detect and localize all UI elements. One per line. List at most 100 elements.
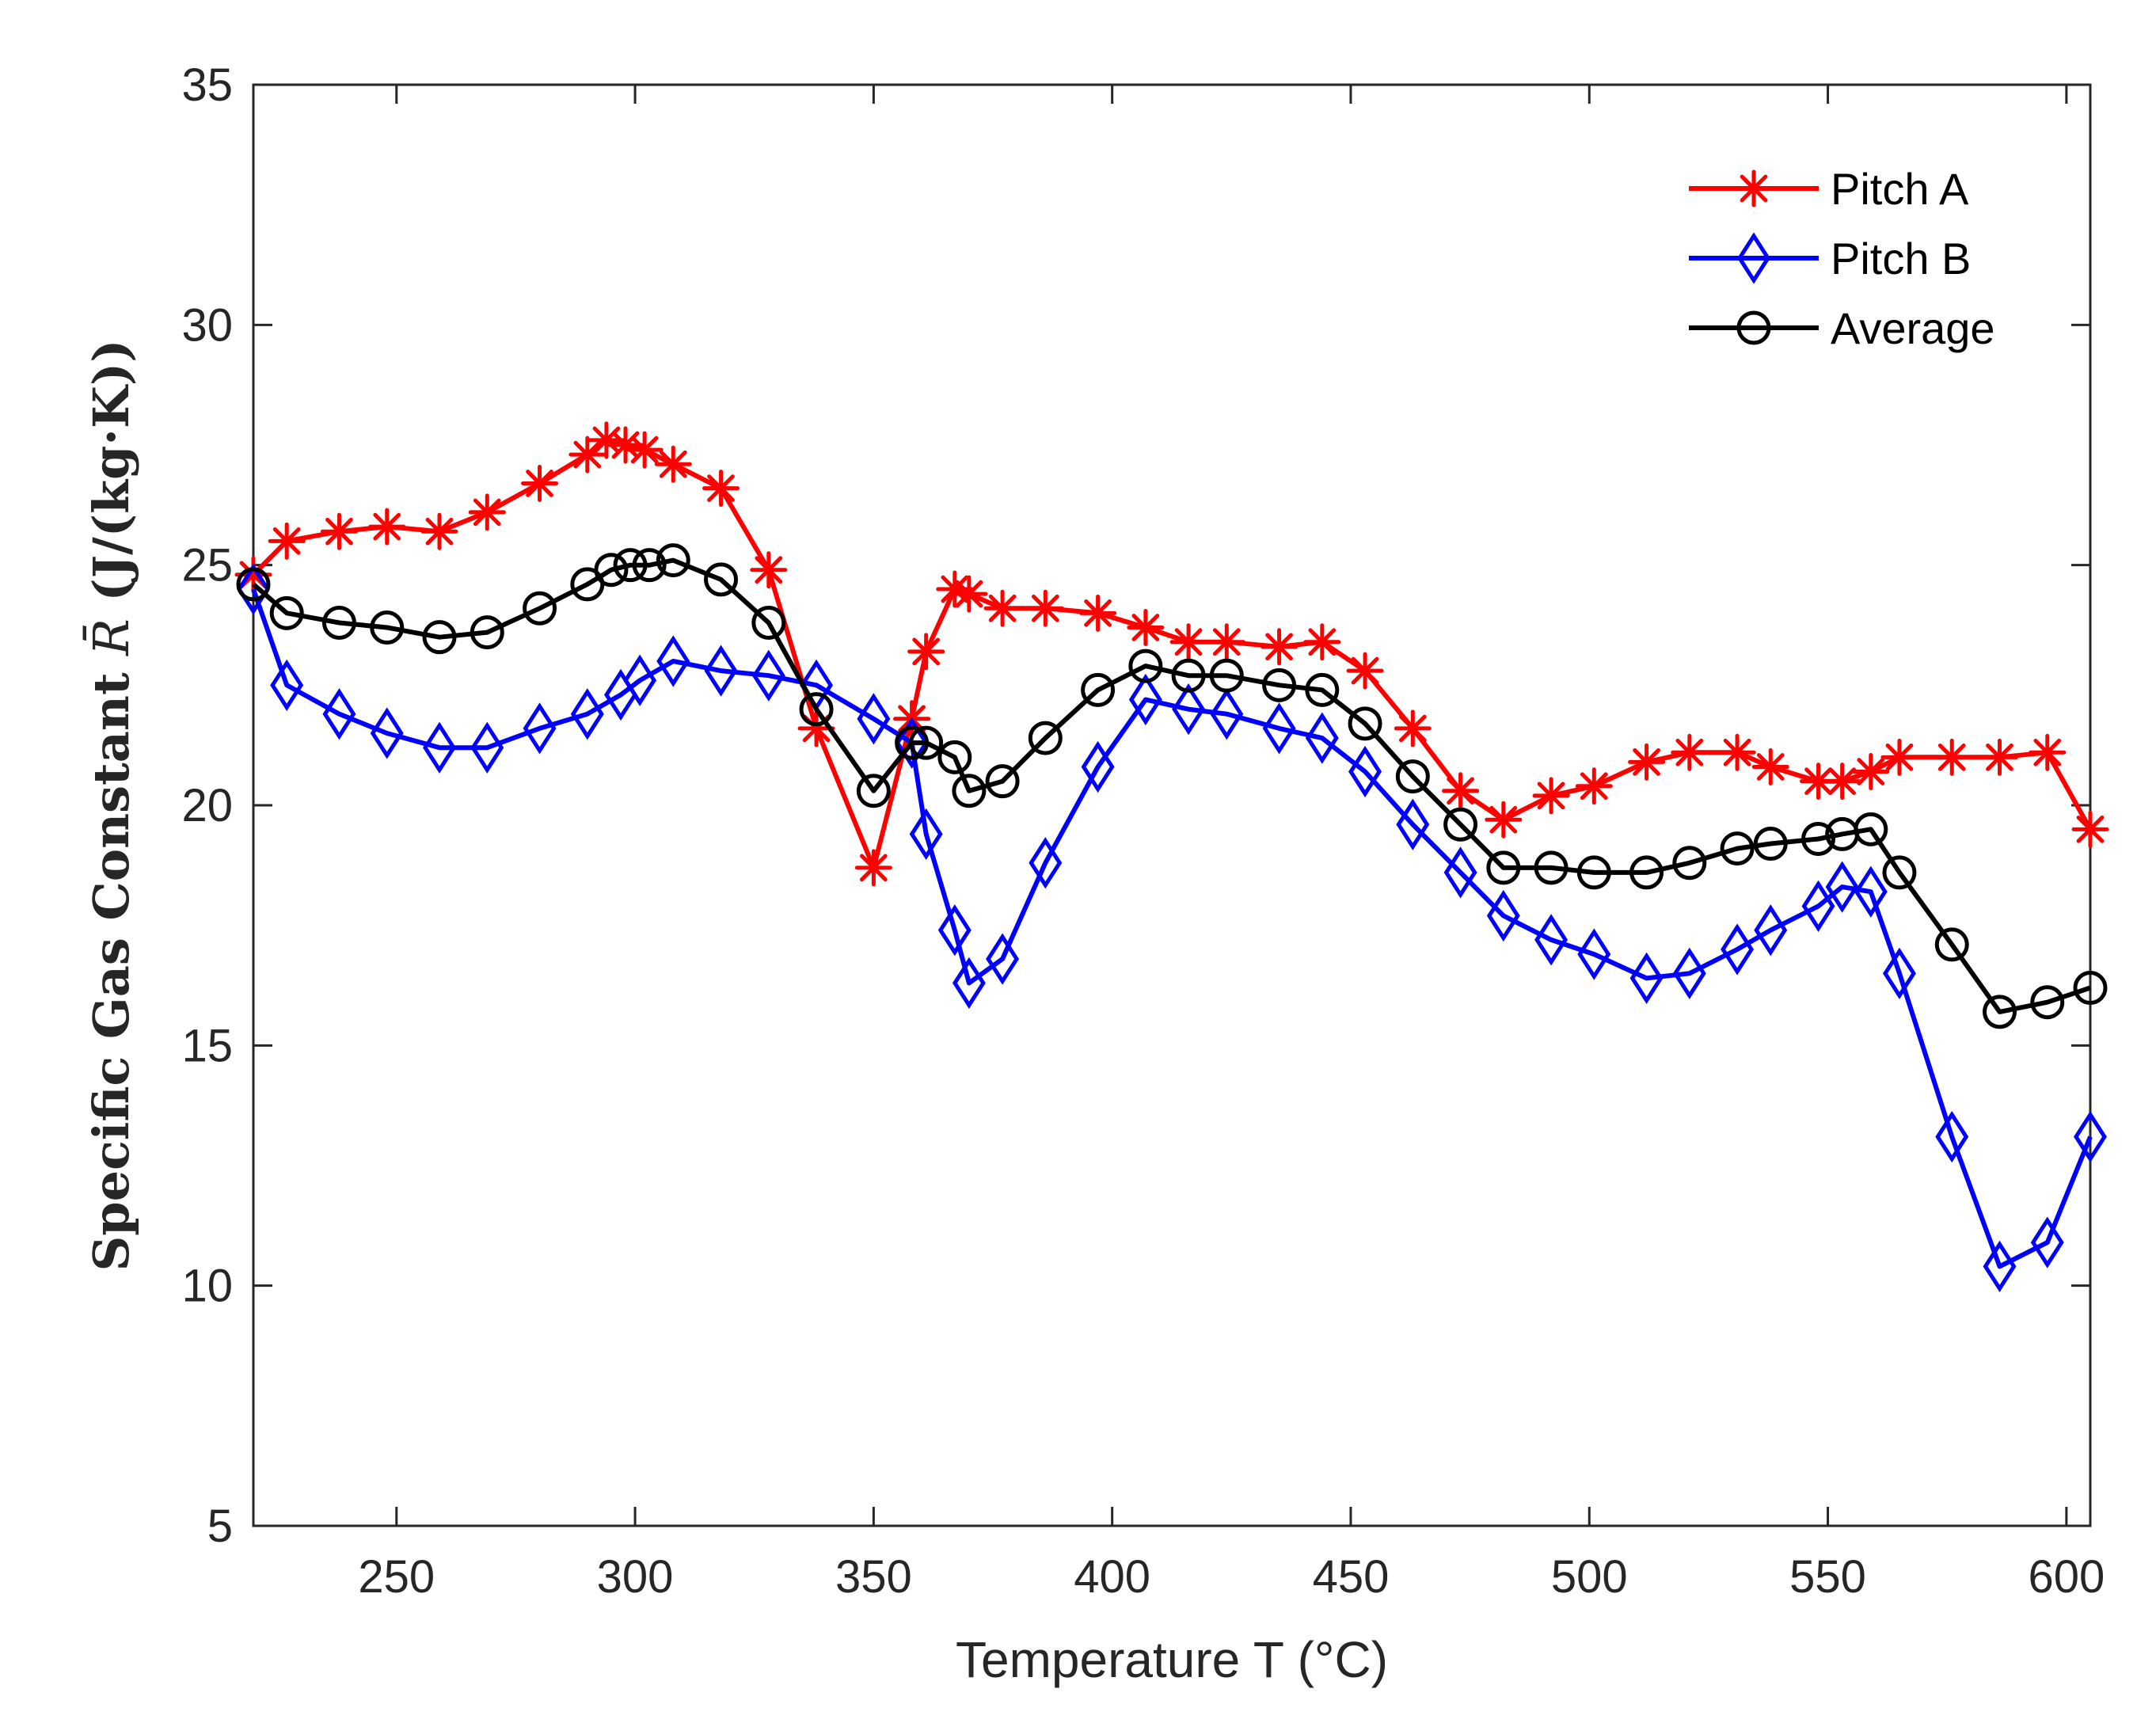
data-point-pitch-b (909, 808, 943, 861)
data-point-average (1672, 846, 1707, 881)
data-point-pitch-a (468, 493, 506, 531)
data-point-pitch-b (1721, 923, 1755, 976)
data-point-pitch-b (1854, 865, 1888, 918)
data-point-pitch-a (1207, 623, 1245, 661)
data-point-average (1720, 831, 1755, 866)
data-point-average (2030, 985, 2065, 1020)
data-point-pitch-b (2030, 1216, 2064, 1268)
data-point-pitch-a (1823, 763, 1861, 801)
data-point-average (1395, 759, 1430, 794)
data-point-pitch-b (523, 702, 557, 755)
legend-marker (1735, 169, 1773, 207)
data-point-pitch-b (1081, 740, 1115, 793)
legend-label: Average (1831, 303, 1995, 353)
data-point-average (937, 740, 972, 774)
data-point-pitch-b (470, 721, 504, 774)
legend-item-pitch-a: Pitch A (1689, 164, 1969, 214)
data-point-pitch-b (1983, 1240, 2017, 1293)
series-pitch-a (234, 421, 2109, 887)
legend-items: Pitch A Pitch B Average (1689, 164, 1995, 353)
data-point-pitch-b (270, 659, 304, 711)
data-point-pitch-b (370, 707, 404, 759)
data-point-pitch-a (854, 849, 892, 887)
data-point-average (909, 725, 944, 760)
y-tick-label: 10 (181, 1261, 233, 1312)
series-layer (234, 421, 2109, 1293)
legend-label: Pitch A (1831, 164, 1969, 214)
y-axis-title-text: Specific Gas Constant (82, 656, 140, 1272)
data-point-pitch-a (2029, 733, 2067, 771)
data-point-pitch-b (1801, 880, 1835, 933)
data-point-average (856, 774, 891, 808)
data-point-pitch-a (1303, 623, 1341, 661)
y-tick-label: 20 (181, 780, 233, 831)
data-point-pitch-a (950, 575, 988, 613)
data-point-pitch-a (1442, 772, 1480, 810)
legend-marker (1736, 310, 1771, 345)
data-point-pitch-a (1026, 589, 1064, 627)
y-axis-title-symbol: R̄ (82, 618, 140, 656)
y-tick-label: 5 (207, 1500, 233, 1552)
data-point-pitch-a (1933, 738, 1971, 776)
data-point-pitch-a (1261, 628, 1299, 666)
data-point-pitch-a (654, 445, 692, 483)
x-tick-label: 450 (1313, 1551, 1390, 1603)
data-point-pitch-b (1672, 947, 1706, 999)
data-point-pitch-a (1671, 733, 1709, 771)
data-point-average (704, 562, 739, 597)
legend-item-pitch-b: Pitch B (1689, 232, 1971, 284)
y-tick-label: 35 (181, 59, 233, 111)
data-point-average (1801, 821, 1836, 856)
data-point-average (751, 605, 786, 640)
data-point-pitch-b (1534, 914, 1569, 966)
data-point-pitch-b (1754, 904, 1788, 957)
data-point-pitch-b (1825, 861, 1859, 913)
data-point-average (1486, 850, 1521, 885)
data-point-pitch-a (983, 589, 1021, 627)
data-point-average (985, 764, 1020, 799)
y-tick-label: 15 (181, 1020, 233, 1071)
data-point-pitch-b (1629, 952, 1664, 1005)
data-point-pitch-b (1935, 1110, 1969, 1163)
data-point-pitch-a (1628, 743, 1666, 781)
legend-box (1673, 146, 2037, 360)
data-point-pitch-b (1262, 702, 1296, 755)
data-point-average (370, 610, 405, 645)
data-point-average (470, 615, 504, 650)
x-tick-label: 400 (1074, 1551, 1150, 1603)
data-point-pitch-a (1575, 767, 1613, 805)
data-point-pitch-b (423, 721, 456, 774)
y-tick-label: 30 (181, 299, 233, 351)
y-tick-label: 25 (181, 540, 233, 591)
data-point-pitch-a (1532, 777, 1570, 815)
legend-item-average: Average (1689, 303, 1995, 353)
data-point-pitch-a (907, 633, 945, 671)
legend: Pitch A Pitch B Average (1673, 146, 2037, 360)
data-point-average (1209, 658, 1244, 693)
data-point-average (656, 543, 690, 578)
data-point-pitch-a (1880, 738, 1918, 776)
data-point-pitch-b (1486, 889, 1520, 942)
data-point-average (952, 774, 987, 808)
data-point-average (1854, 812, 1888, 846)
data-point-pitch-b (952, 957, 986, 1010)
data-point-average (321, 605, 356, 640)
data-point-pitch-a (521, 465, 559, 503)
data-point-average (422, 620, 457, 655)
data-point-average (1128, 649, 1163, 683)
data-point-pitch-b (570, 688, 604, 740)
data-point-pitch-a (1346, 652, 1384, 690)
data-point-pitch-a (420, 512, 458, 550)
data-point-pitch-b (237, 563, 270, 615)
data-point-pitch-b (623, 654, 657, 706)
data-point-average (1753, 827, 1788, 862)
data-point-average (1934, 927, 1969, 962)
data-point-average (1534, 850, 1569, 885)
data-point-average (1576, 855, 1611, 890)
data-point-average (1348, 706, 1382, 741)
data-point-average (594, 553, 629, 588)
data-point-pitch-a (750, 551, 788, 589)
data-point-pitch-b (1172, 683, 1206, 736)
data-point-pitch-a (702, 470, 740, 508)
x-tick-label: 500 (1551, 1551, 1628, 1603)
